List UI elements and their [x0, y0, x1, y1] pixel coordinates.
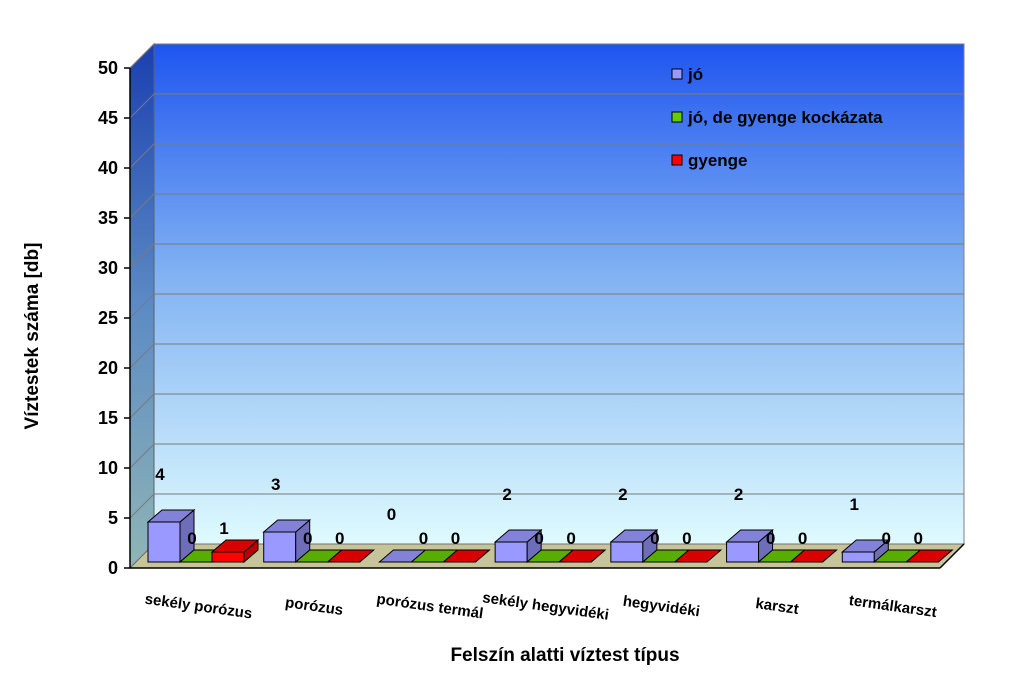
data-labels: 4 0 1 3 0 0 0 0 0 2 0 0 2 0 0 2 0 0 1 0 0: [155, 465, 923, 548]
y-tick-label: 20: [98, 358, 118, 378]
bar-front: [263, 531, 297, 563]
data-label: 0: [766, 529, 775, 548]
bar-front: [494, 541, 528, 563]
y-tick-label: 0: [108, 558, 118, 578]
category-label: karszt: [754, 595, 799, 618]
bar-top: [673, 549, 723, 563]
legend-swatch: [671, 68, 683, 80]
legend-label: jó, de gyenge kockázata: [687, 108, 883, 127]
gridline: [129, 243, 964, 269]
y-axis-title: Víztestek száma [db]: [22, 243, 43, 430]
legend: jó jó, de gyenge kockázata gyenge: [671, 65, 883, 170]
gridline: [129, 343, 964, 369]
data-label: 1: [850, 495, 859, 514]
category-labels: sekély porózus porózus porózus termálsekél…: [144, 589, 938, 624]
bar-top: [146, 509, 196, 523]
data-label: 0: [650, 529, 659, 548]
y-tick-label: 15: [98, 408, 118, 428]
data-label: 0: [798, 529, 807, 548]
bar-top: [210, 539, 260, 553]
data-label: 0: [451, 529, 460, 548]
x-axis-depth-line: [939, 543, 965, 569]
y-tick-label: 50: [98, 58, 118, 78]
bar-front: [610, 541, 644, 563]
y-tick-label: 25: [98, 308, 118, 328]
data-label: 0: [303, 529, 312, 548]
bar-front: [726, 541, 760, 563]
legend-label: gyenge: [688, 151, 748, 170]
bar-front: [211, 551, 245, 563]
data-label: 0: [566, 529, 575, 548]
y-tick-label: 35: [98, 208, 118, 228]
data-label: 0: [335, 529, 344, 548]
y-tick-label: 45: [98, 108, 118, 128]
bar-top: [326, 549, 376, 563]
data-label: 2: [618, 485, 627, 504]
gridline: [129, 93, 964, 119]
bar-front: [841, 551, 875, 563]
y-tick-label: 10: [98, 458, 118, 478]
y-tick-label: 40: [98, 158, 118, 178]
gridline: [129, 443, 964, 469]
data-label: 0: [187, 529, 196, 548]
gridline: [129, 143, 964, 169]
category-label: termálkarszt: [848, 592, 938, 621]
data-label: 0: [882, 529, 891, 548]
bar-front: [147, 521, 181, 563]
gridline: [129, 193, 964, 219]
category-label: porózus termál: [375, 591, 484, 623]
bar-top: [789, 549, 838, 563]
bar-top: [725, 529, 774, 543]
bar-top: [609, 529, 659, 543]
bar-top: [557, 549, 607, 563]
gridline: [129, 293, 964, 319]
category-label: hegyvidéki: [622, 593, 701, 621]
y-tick-label: 5: [108, 508, 118, 528]
data-label: 2: [734, 485, 743, 504]
category-label: porózus: [284, 594, 344, 619]
bar-top: [904, 549, 954, 563]
legend-swatch: [671, 111, 683, 123]
gridline: [129, 43, 964, 69]
data-label: 3: [271, 475, 280, 494]
axes: [124, 67, 965, 569]
gridlines: [129, 43, 964, 519]
legend-swatch: [671, 154, 683, 166]
data-label: 4: [155, 465, 165, 484]
category-label: sekély porózus: [144, 591, 254, 623]
legend-label: jó: [687, 65, 703, 84]
gridline: [129, 493, 964, 519]
bar-top: [442, 549, 491, 563]
data-label: 1: [219, 519, 228, 538]
bar-top: [493, 529, 543, 543]
y-tick-labels: 0 5 10 15 20 25 30 35 40 45 50: [98, 58, 118, 578]
gridline: [129, 393, 964, 419]
data-label: 0: [914, 529, 923, 548]
bar-top: [262, 519, 312, 533]
bar-top: [840, 539, 890, 553]
category-label: sekély hegyvidéki: [481, 589, 610, 624]
data-label: 0: [682, 529, 691, 548]
data-label: 0: [534, 529, 543, 548]
x-axis-title: Felszín alatti víztest típus: [450, 645, 679, 666]
y-tick-label: 30: [98, 258, 118, 278]
data-label: 2: [502, 485, 511, 504]
bars: [146, 508, 954, 564]
data-label: 0: [387, 505, 396, 524]
data-label: 0: [419, 529, 428, 548]
